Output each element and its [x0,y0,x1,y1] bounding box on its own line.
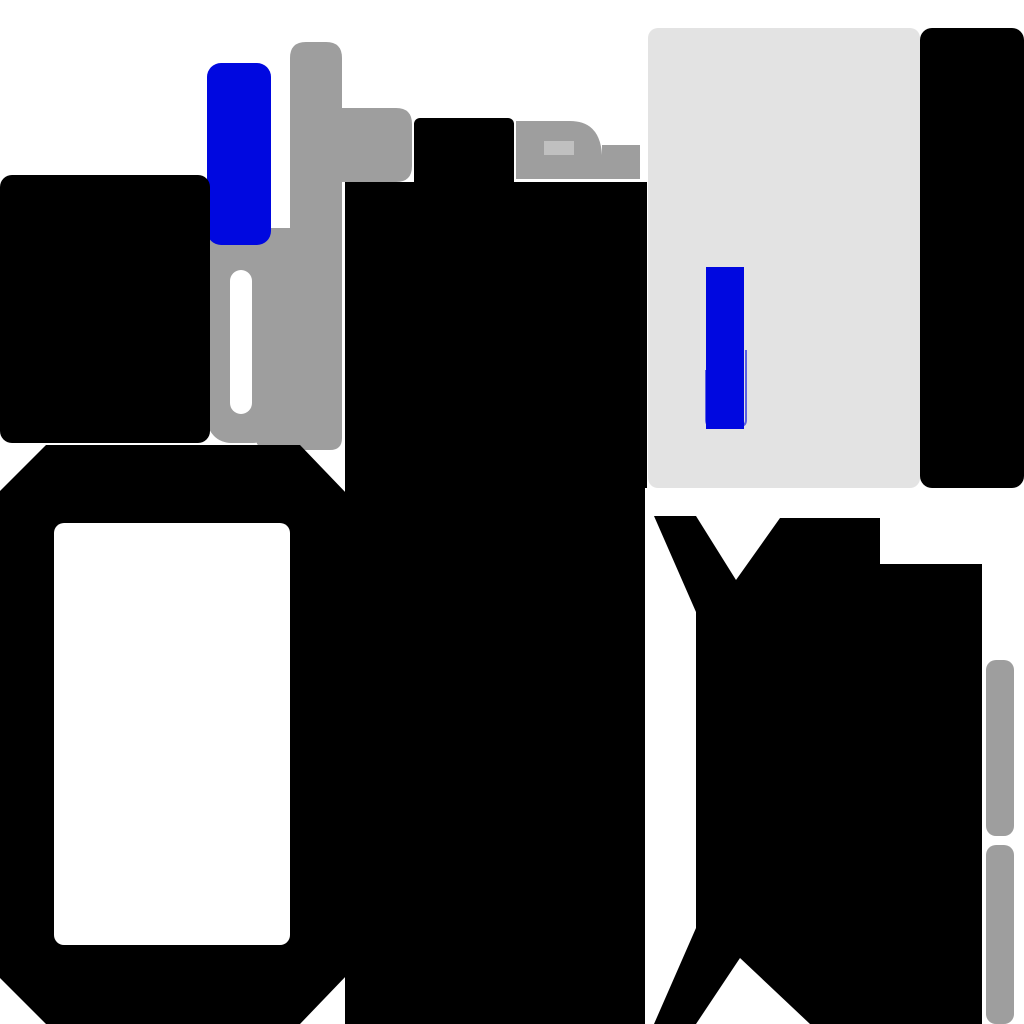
black-notch-top [414,118,514,188]
light-gray-panel [648,28,920,488]
white-window-in-frame [54,523,290,945]
black-angled-shape [654,516,982,1024]
black-central-column [345,182,647,1024]
blue-bar-in-panel [706,267,744,429]
blue-block-top-left [207,63,271,245]
black-block-left [0,175,210,443]
gray-edge-bar-top [986,660,1014,836]
gray-edge-bar-bottom [986,845,1014,1024]
black-right-bar [920,28,1024,488]
blue-bar-outline-mark [705,350,747,427]
gray-glyph-shape [516,121,640,179]
white-slot [230,270,252,414]
